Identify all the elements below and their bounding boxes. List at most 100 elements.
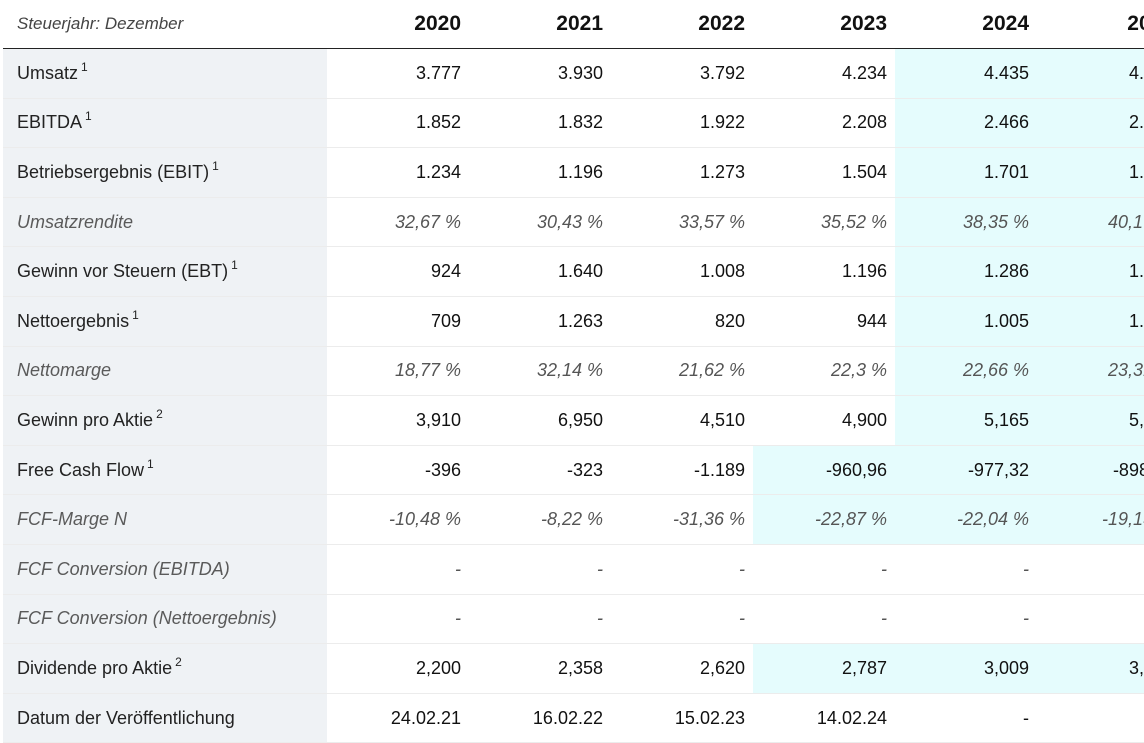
table-row: FCF-Marge N -10,48 % -8,22 % -31,36 % -22,87… [3,494,1144,545]
value-cell: 22,66 % [895,346,1037,397]
footnote-marker: 1 [132,307,139,322]
value-cell: - [753,594,895,645]
value-cell: -31,36 % [611,494,753,545]
value-cell: 18,77 % [327,346,469,397]
value-cell: 2,787 [753,643,895,694]
value-cell: 2.702 [1037,98,1144,149]
year-header: 2024 [895,0,1037,49]
table-row: Umsatzrendite 32,67 % 30,43 % 33,57 % 35,52 … [3,197,1144,248]
row-label-text: FCF-Marge N [17,509,128,530]
value-cell: 23,31 % [1037,346,1144,397]
value-cell: - [895,544,1037,595]
value-cell: - [1037,544,1144,595]
value-cell: 14.02.24 [753,693,895,743]
value-cell: 3.777 [327,48,469,99]
value-cell: 1.008 [611,246,753,297]
value-cell: 2,620 [611,643,753,694]
value-cell: 1.263 [469,296,611,347]
footnote-marker: 1 [147,456,154,471]
row-label-text: FCF Conversion (EBITDA) [17,558,230,579]
row-label-text: EBITDA [17,112,83,133]
year-header: 2022 [611,0,753,49]
value-cell: 1.832 [469,98,611,149]
value-cell: 32,14 % [469,346,611,397]
value-cell: -22,87 % [753,494,895,545]
footnote-marker: 1 [212,158,219,173]
value-cell: 1.640 [469,246,611,297]
value-cell: 4.696 [1037,48,1144,99]
row-label: Free Cash Flow 1 [3,445,327,496]
value-cell: 3,257 [1037,643,1144,694]
value-cell: 1.196 [753,246,895,297]
row-label: Gewinn pro Aktie 2 [3,395,327,446]
value-cell: - [753,544,895,595]
row-label-text: Nettomarge [17,360,112,381]
value-cell: 924 [327,246,469,297]
table-row: Nettomarge 18,77 % 32,14 % 21,62 % 22,3 % 22,… [3,346,1144,397]
value-cell: 1.852 [327,98,469,149]
table-row: Dividende pro Aktie 2 2,200 2,358 2,620 2,787… [3,643,1144,694]
value-cell: - [611,594,753,645]
row-label: Dividende pro Aktie 2 [3,643,327,694]
row-label-text: Gewinn pro Aktie [17,409,154,430]
value-cell: 1.922 [611,98,753,149]
value-cell: - [469,544,611,595]
value-cell: 32,67 % [327,197,469,248]
header-row: Steuerjahr: Dezember 2020 2021 2022 2023 202… [3,0,1144,49]
fiscal-year-label: Steuerjahr: Dezember [3,0,327,49]
value-cell: -22,04 % [895,494,1037,545]
value-cell: 4.435 [895,48,1037,99]
table-body: Umsatz13.7773.9303.7924.2344.4354.696EBI… [3,48,1144,743]
value-cell: -323 [469,445,611,496]
value-cell: -898,33 [1037,445,1144,496]
value-cell: -960,96 [753,445,895,496]
row-label: FCF Conversion (Nettoergebnis) [3,594,327,645]
row-label-text: Nettoergebnis [17,310,130,331]
row-label-text: Dividende pro Aktie [17,657,173,678]
table-row: Gewinn vor Steuern (EBT) 1 924 1.640 1.008 1.… [3,246,1144,297]
row-label-text: Umsatzrendite [17,211,134,232]
year-header: 2023 [753,0,895,49]
footnote-marker: 1 [231,258,238,273]
value-cell: 1.234 [327,147,469,198]
value-cell: -977,32 [895,445,1037,496]
row-label: Datum der Veröffentlichung [3,693,327,743]
row-label-text: Gewinn vor Steuern (EBT) [17,261,229,282]
footnote-marker: 1 [81,59,88,74]
value-cell: 1.286 [895,246,1037,297]
row-label: Umsatz 1 [3,48,327,99]
value-cell: 820 [611,296,753,347]
value-cell: 1.196 [469,147,611,198]
table-header: Steuerjahr: Dezember 2020 2021 2022 2023 202… [3,0,1144,49]
value-cell: 1.381 [1037,246,1144,297]
table-row: FCF Conversion (Nettoergebnis)------ [3,594,1144,645]
footnote-marker: 2 [156,406,163,421]
row-label-text: Datum der Veröffentlichung [17,707,235,728]
value-cell: 944 [753,296,895,347]
value-cell: 21,62 % [611,346,753,397]
row-label-text: Umsatz [17,62,79,83]
value-cell: 35,52 % [753,197,895,248]
value-cell: 2,358 [469,643,611,694]
value-cell: - [327,594,469,645]
row-label: Nettoergebnis 1 [3,296,327,347]
row-label: Nettomarge [3,346,327,397]
value-cell: -19,13 % [1037,494,1144,545]
value-cell: - [895,594,1037,645]
value-cell: 22,3 % [753,346,895,397]
value-cell: 5,603 [1037,395,1144,446]
value-cell: -396 [327,445,469,496]
footnote-marker: 2 [175,654,182,669]
value-cell: 16.02.22 [469,693,611,743]
year-header: 2021 [469,0,611,49]
value-cell: 2,200 [327,643,469,694]
row-label: FCF Conversion (EBITDA) [3,544,327,595]
value-cell: - [895,693,1037,743]
value-cell: 1.094 [1037,296,1144,347]
row-label: Betriebsergebnis (EBIT) 1 [3,147,327,198]
value-cell: 30,43 % [469,197,611,248]
footnote-marker: 1 [85,109,92,124]
value-cell: 15.02.23 [611,693,753,743]
